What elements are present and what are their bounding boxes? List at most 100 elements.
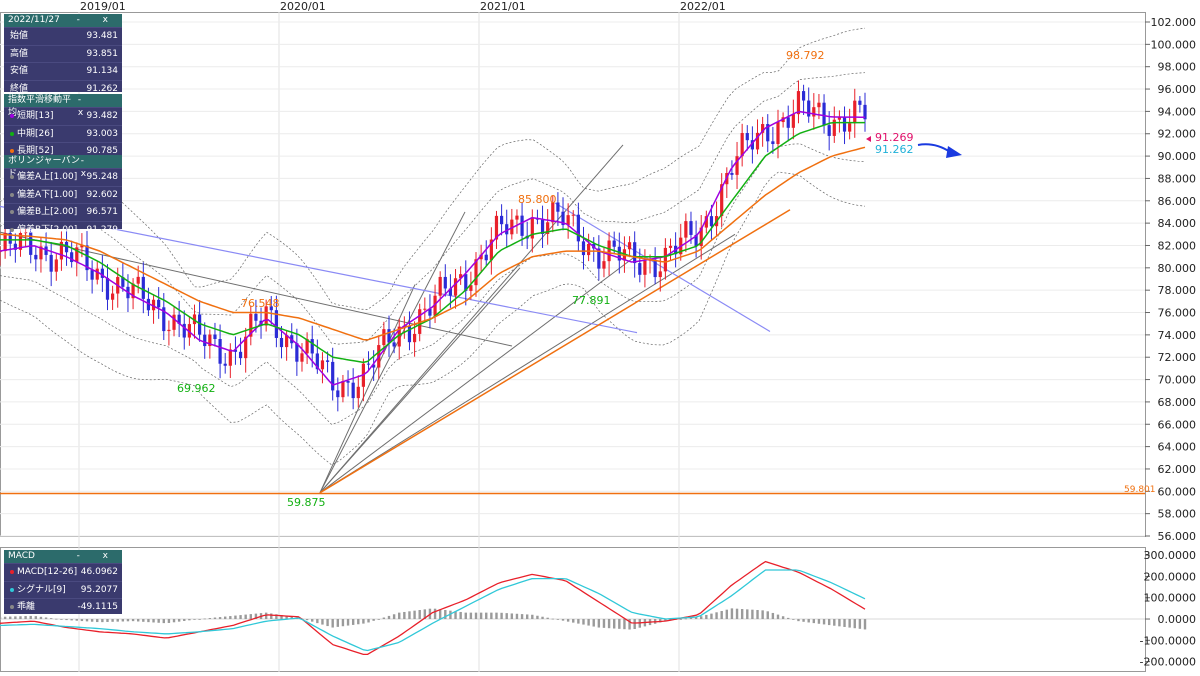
macd-hist-bar — [776, 614, 780, 620]
macd-hist-bar — [858, 619, 862, 629]
panel-controls[interactable]: - x — [77, 95, 94, 118]
panel-controls[interactable]: - x — [76, 15, 118, 25]
candle-body — [556, 202, 560, 212]
candle-body — [39, 246, 43, 260]
macd-hist-bar — [96, 619, 99, 623]
macd-hist-bar — [817, 619, 821, 624]
candle-body — [412, 333, 417, 343]
candle-body — [233, 349, 238, 352]
macd-hist-bar — [628, 619, 631, 630]
candle-body — [49, 254, 53, 272]
macd-label: 乖離 — [17, 602, 36, 612]
bb-value: 91.279 — [86, 224, 119, 235]
bb-value: 95.248 — [86, 172, 119, 182]
candle-body — [387, 329, 391, 343]
macd-hist-bar — [689, 617, 693, 620]
panel-controls[interactable]: - x — [80, 156, 97, 179]
candle-body — [198, 314, 202, 335]
ma-value: 93.482 — [86, 111, 119, 121]
candle-body — [494, 215, 499, 240]
ohlc-label: 安値 — [10, 66, 29, 76]
candle-body — [356, 386, 360, 399]
price-tick-label: 78.000 — [1158, 284, 1197, 297]
candle-body — [735, 156, 739, 175]
candle-body — [172, 314, 176, 330]
macd-hist-bar — [162, 619, 165, 624]
candle-body — [658, 271, 662, 278]
candle-body — [750, 140, 754, 150]
macd-hist-bar — [433, 608, 437, 620]
macd-hist-bar — [413, 610, 416, 620]
macd-hist-bar — [848, 619, 851, 628]
macd-hist-bar — [582, 619, 585, 625]
candle-body — [54, 259, 58, 272]
annotations: 98.792 85.800 77.891 76.548 69.962 59.87… — [177, 49, 1156, 509]
moving-averages — [0, 110, 866, 386]
macd-hist-bar — [116, 619, 119, 622]
ohlc-value: 93.851 — [86, 48, 119, 59]
price-tick-label: 90.000 — [1158, 150, 1197, 163]
macd-hist-bar — [270, 613, 273, 620]
candle-body — [213, 334, 217, 339]
macd-hist-bar — [444, 610, 447, 620]
candle-body — [382, 329, 386, 346]
candle-body — [331, 361, 335, 391]
macd-hist-bar — [536, 615, 539, 620]
macd-hist-bar — [807, 619, 810, 623]
time-label: 2019/01 — [80, 0, 126, 13]
candle-body — [837, 116, 842, 120]
candle-body — [8, 232, 12, 244]
macd-hist-bar — [802, 619, 805, 622]
grid — [0, 12, 1150, 672]
macd-hist-bar — [198, 619, 201, 620]
candle-body — [366, 363, 371, 365]
bb-row: 偏差A上[1.00] 95.248 — [4, 168, 122, 186]
macd-hist-bar — [341, 619, 345, 627]
candle-body — [407, 325, 412, 343]
panel-controls[interactable]: - x — [76, 551, 118, 561]
ohlc-value: 93.481 — [86, 31, 119, 41]
candle-body — [269, 306, 273, 311]
candle-body — [704, 216, 708, 228]
candle-body — [18, 232, 23, 250]
price-tick-label: 84.000 — [1158, 217, 1197, 230]
candle-body — [796, 91, 801, 115]
candle-body — [3, 232, 7, 252]
macd-hist-bar — [336, 619, 340, 627]
macd-hist-bar — [792, 619, 795, 620]
macd-hist-bar — [520, 614, 524, 620]
macd-hist-bar — [833, 619, 836, 626]
macd-value: -49.1115 — [77, 602, 118, 612]
macd-hist-bar — [157, 619, 160, 623]
price-tick-label: 74.000 — [1158, 329, 1197, 342]
candle-body — [254, 313, 258, 321]
macd-hist-bar — [577, 619, 580, 624]
price-tick-label: 82.000 — [1158, 239, 1197, 252]
macd-hist-bar — [167, 619, 171, 623]
candle-body — [372, 364, 376, 368]
candle-body — [499, 215, 504, 225]
candle-body — [95, 268, 99, 280]
candle-body — [853, 100, 857, 124]
candle-body — [428, 308, 432, 316]
ma-panel-header: 指数平滑移動平均 - x — [4, 94, 122, 118]
candle-body — [530, 218, 534, 239]
candle-body — [325, 360, 330, 362]
ohlc-label: 終値 — [10, 83, 29, 94]
candle-body — [443, 276, 447, 289]
macd-tick-label: -100.0000 — [1140, 634, 1196, 647]
candle-body — [300, 353, 304, 362]
macd-hist-bar — [561, 619, 565, 621]
macd-hist-bar — [679, 619, 682, 620]
forecast-arrowhead-icon — [946, 146, 962, 158]
ohlc-row-open: 始値 93.481 — [4, 27, 122, 45]
ohlc-label: 始値 — [10, 31, 29, 41]
macd-hist-bar — [464, 612, 467, 620]
macd-hist-bar — [474, 612, 478, 620]
candle-body — [566, 215, 570, 226]
candle-body — [433, 295, 437, 316]
candle-body — [218, 338, 222, 364]
candle-body — [346, 381, 350, 383]
candle-body — [863, 104, 867, 120]
macd-hist-bar — [346, 619, 350, 626]
